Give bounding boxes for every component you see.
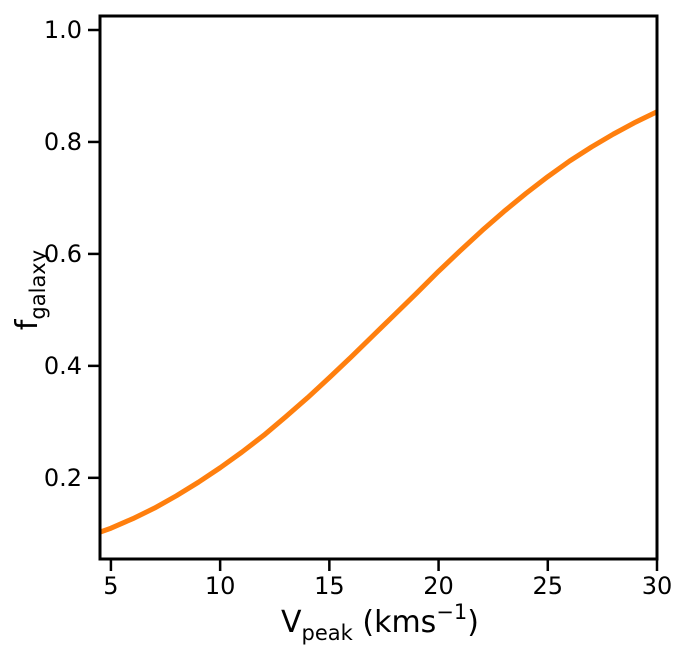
y-tick-label: 0.8: [44, 128, 82, 156]
y-tick-label: 1.0: [44, 16, 82, 44]
x-tick-label: 5: [103, 572, 118, 600]
y-tick-label: 0.2: [44, 464, 82, 492]
series-line-0: [99, 109, 659, 535]
x-tick-label: 15: [314, 572, 345, 600]
y-axis-label: fgalaxy: [10, 250, 50, 330]
x-axis-label: Vpeak (kms−1): [281, 600, 479, 645]
plot-frame: [98, 14, 659, 561]
x-axis: 5 10 15 20 25 30: [103, 559, 672, 600]
x-tick-label: 10: [205, 572, 236, 600]
y-tick-label: 0.6: [44, 240, 82, 268]
y-axis: 0.2 0.4 0.6 0.8 1.0: [44, 16, 100, 492]
x-tick-label: 30: [642, 572, 673, 600]
x-tick-label: 25: [533, 572, 564, 600]
y-tick-label: 0.4: [44, 352, 82, 380]
plot-area: [99, 109, 659, 535]
x-tick-label: 20: [423, 572, 454, 600]
